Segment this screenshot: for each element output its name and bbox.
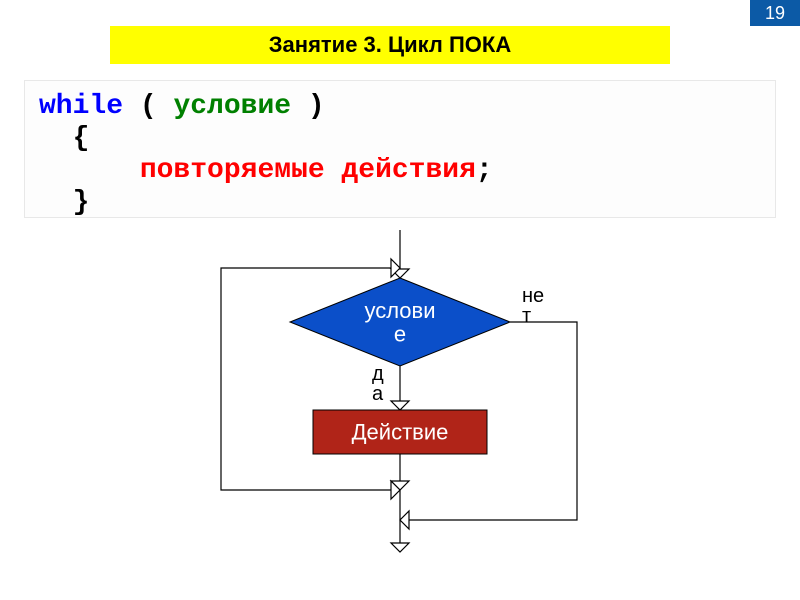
- svg-text:д: д: [372, 363, 384, 385]
- brace-open: {: [39, 123, 89, 154]
- flowchart-diagram: условие Действие да нет: [160, 230, 640, 560]
- semicolon: ;: [476, 155, 493, 186]
- svg-text:не: не: [522, 285, 544, 307]
- keyword-while: while: [39, 91, 123, 122]
- svg-text:а: а: [372, 383, 384, 405]
- code-condition: условие: [173, 91, 291, 122]
- svg-text:е: е: [394, 321, 406, 346]
- lesson-title: Занятие 3. Цикл ПОКА: [110, 26, 670, 64]
- paren-open: (: [123, 91, 173, 122]
- body-indent: [39, 155, 140, 186]
- code-snippet: while ( условие ) { повторяемые действия…: [24, 80, 776, 218]
- code-body: повторяемые действия: [140, 155, 476, 186]
- page-number: 19: [750, 0, 800, 26]
- svg-text:услови: услови: [364, 298, 435, 323]
- svg-text:Действие: Действие: [352, 420, 449, 445]
- brace-close: }: [39, 187, 89, 218]
- svg-text:т: т: [522, 305, 531, 327]
- paren-close: ): [291, 91, 325, 122]
